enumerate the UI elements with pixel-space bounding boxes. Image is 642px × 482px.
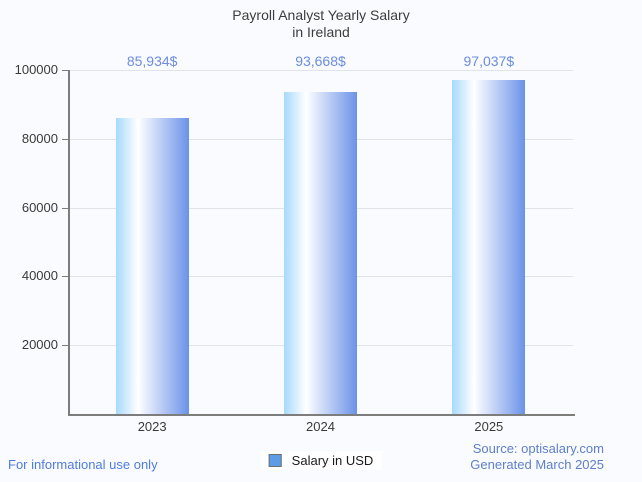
bar-2025 <box>452 80 526 414</box>
value-label-2025: 97,037$ <box>463 53 515 69</box>
chart-title-line1: Payroll Analyst Yearly Salary <box>232 7 410 23</box>
x-axis-line <box>68 414 575 416</box>
bar-2024 <box>284 91 357 414</box>
y-axis-label-40000: 40000 <box>21 268 58 284</box>
y-axis-label-100000: 100000 <box>14 62 58 77</box>
y-tick-100000 <box>62 70 68 71</box>
y-tick-40000 <box>62 276 68 278</box>
disclaimer-text: For informational use only <box>8 457 158 472</box>
legend: Salary in USD <box>260 451 382 470</box>
value-label-2024: 93,668$ <box>295 53 346 69</box>
legend-swatch-icon <box>268 454 282 467</box>
y-axis-label-60000: 60000 <box>21 199 58 215</box>
y-tick-60000 <box>62 207 68 209</box>
y-axis-label-80000: 80000 <box>21 130 58 146</box>
x-axis-label-2025: 2025 <box>474 419 504 434</box>
y-tick-20000 <box>62 345 68 347</box>
chart-title: Payroll Analyst Yearly Salary in Ireland <box>0 7 642 40</box>
x-axis-label-2024: 2024 <box>306 419 335 434</box>
value-label-2023: 85,934$ <box>126 53 178 69</box>
y-tick-80000 <box>62 138 68 140</box>
source-block: Source: optisalary.com Generated March 2… <box>470 441 604 473</box>
legend-label: Salary in USD <box>291 453 374 468</box>
generated-text: Generated March 2025 <box>470 457 604 472</box>
chart-title-line2: in Ireland <box>292 23 350 40</box>
gridline-100000 <box>68 70 573 71</box>
source-text: Source: optisalary.com <box>472 441 604 456</box>
y-axis-line <box>68 70 70 414</box>
bar-2023 <box>115 118 189 414</box>
x-axis-label-2023: 2023 <box>137 419 167 434</box>
y-axis-label-20000: 20000 <box>21 337 58 353</box>
